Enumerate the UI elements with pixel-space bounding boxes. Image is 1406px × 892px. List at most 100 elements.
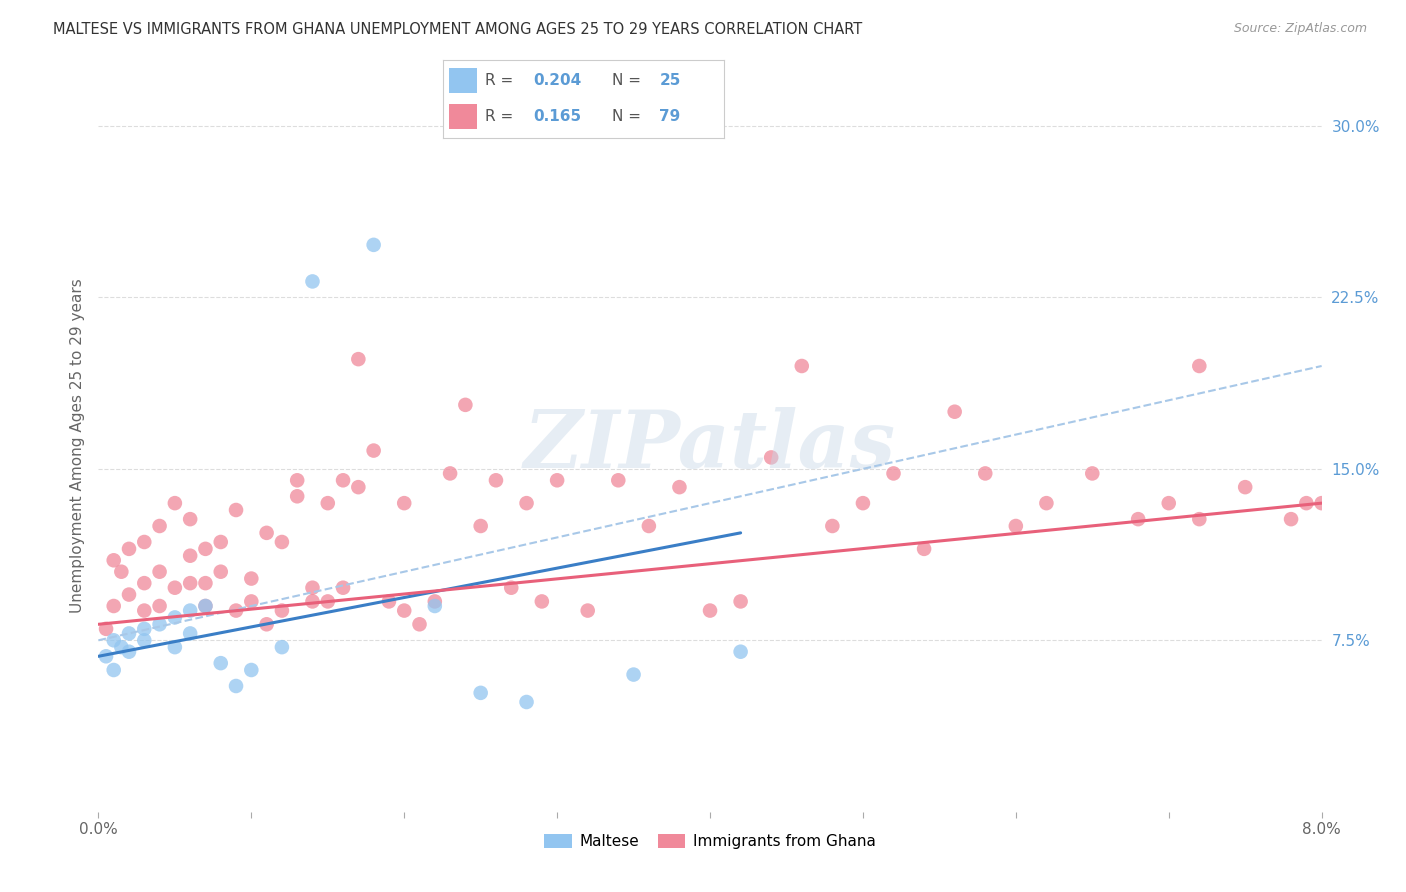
Point [285, 473, 308, 487]
Point [179, 604, 201, 618]
Point [194, 599, 217, 613]
Point [530, 594, 553, 608]
Text: R =: R = [485, 72, 519, 87]
Point [270, 604, 294, 618]
Point [103, 663, 125, 677]
Point [225, 604, 247, 618]
Text: N =: N = [612, 72, 645, 87]
Point [194, 541, 217, 556]
Point [470, 686, 492, 700]
Text: Source: ZipAtlas.com: Source: ZipAtlas.com [1233, 22, 1367, 36]
Text: 25: 25 [659, 72, 681, 87]
Point [668, 480, 690, 494]
Point [240, 594, 263, 608]
Text: ZIPatlas: ZIPatlas [524, 408, 896, 484]
Point [912, 541, 935, 556]
Point [1128, 512, 1150, 526]
FancyBboxPatch shape [449, 68, 477, 93]
Point [423, 594, 446, 608]
Point [118, 588, 141, 602]
Point [149, 617, 172, 632]
Point [623, 667, 645, 681]
Point [94, 622, 117, 636]
Point [516, 695, 538, 709]
Legend: Maltese, Immigrants from Ghana: Maltese, Immigrants from Ghana [538, 828, 882, 855]
Text: 0.204: 0.204 [533, 72, 581, 87]
Text: R =: R = [485, 109, 519, 124]
Point [1279, 512, 1302, 526]
Point [883, 467, 905, 481]
Point [163, 610, 186, 624]
Point [363, 238, 385, 252]
Text: N =: N = [612, 109, 645, 124]
Point [110, 565, 132, 579]
Point [332, 581, 354, 595]
Point [546, 473, 568, 487]
Point [1157, 496, 1180, 510]
Point [1188, 512, 1211, 526]
Point [576, 604, 599, 618]
Point [392, 496, 416, 510]
Point [1310, 496, 1333, 510]
Point [118, 645, 141, 659]
Point [209, 535, 232, 549]
Point [134, 622, 156, 636]
Text: 0.165: 0.165 [533, 109, 581, 124]
Point [103, 599, 125, 613]
Point [790, 359, 813, 373]
Text: 79: 79 [659, 109, 681, 124]
Point [301, 275, 323, 289]
Text: MALTESE VS IMMIGRANTS FROM GHANA UNEMPLOYMENT AMONG AGES 25 TO 29 YEARS CORRELAT: MALTESE VS IMMIGRANTS FROM GHANA UNEMPLO… [53, 22, 863, 37]
Point [110, 640, 132, 655]
Point [516, 496, 538, 510]
Point [134, 633, 156, 648]
Point [730, 594, 752, 608]
Point [240, 572, 263, 586]
Point [134, 535, 156, 549]
Point [149, 565, 172, 579]
Point [209, 656, 232, 670]
Point [699, 604, 721, 618]
Point [134, 576, 156, 591]
Point [118, 626, 141, 640]
Point [392, 604, 416, 618]
Point [94, 649, 117, 664]
Point [378, 594, 401, 608]
FancyBboxPatch shape [449, 103, 477, 128]
Point [103, 633, 125, 648]
Point [347, 352, 370, 367]
Point [316, 594, 339, 608]
Point [163, 640, 186, 655]
Point [270, 535, 294, 549]
Point [163, 496, 186, 510]
Point [301, 581, 323, 595]
Point [103, 553, 125, 567]
Point [1004, 519, 1026, 533]
Point [821, 519, 844, 533]
Y-axis label: Unemployment Among Ages 25 to 29 years: Unemployment Among Ages 25 to 29 years [69, 278, 84, 614]
Point [1234, 480, 1257, 494]
Point [423, 599, 446, 613]
Point [225, 679, 247, 693]
Point [149, 519, 172, 533]
Point [194, 576, 217, 591]
Point [270, 640, 294, 655]
Point [501, 581, 523, 595]
Point [179, 576, 201, 591]
Point [607, 473, 630, 487]
Point [408, 617, 430, 632]
Point [194, 599, 217, 613]
Point [332, 473, 354, 487]
Point [439, 467, 461, 481]
Point [485, 473, 508, 487]
Point [363, 443, 385, 458]
Point [209, 565, 232, 579]
Point [163, 581, 186, 595]
Point [470, 519, 492, 533]
Point [852, 496, 875, 510]
Point [637, 519, 661, 533]
Point [730, 645, 752, 659]
Point [316, 496, 339, 510]
Point [179, 549, 201, 563]
Point [240, 663, 263, 677]
